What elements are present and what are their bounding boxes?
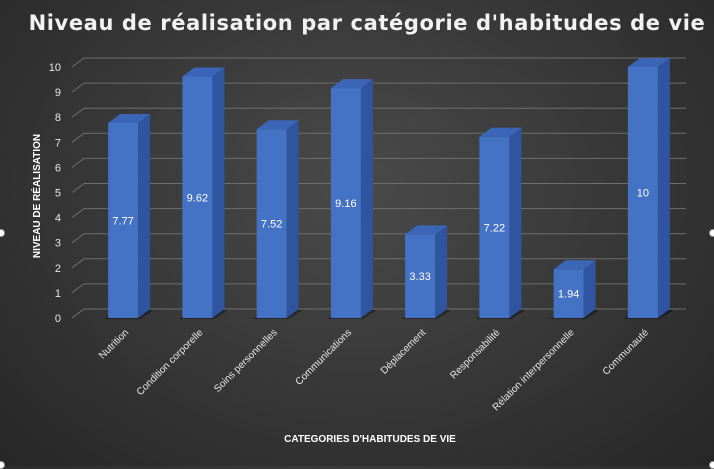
x-tick-label: Déplacement xyxy=(379,327,429,377)
x-axis-ticks: Nutrition Condition corporelle Soins perso… xyxy=(97,327,651,413)
gridline xyxy=(71,82,686,93)
gridlines xyxy=(71,57,686,319)
bar xyxy=(326,79,377,319)
bar-side xyxy=(138,113,151,319)
bar-front xyxy=(330,88,361,318)
bar-top xyxy=(479,127,522,137)
bar-front xyxy=(553,269,584,318)
y-tick-label: 3 xyxy=(55,238,61,250)
y-tick-label: 8 xyxy=(55,112,61,124)
bars xyxy=(104,58,674,319)
data-label: 3.33 xyxy=(409,271,430,283)
bar-front xyxy=(108,122,139,319)
data-label: 1.94 xyxy=(558,289,579,301)
bar-top xyxy=(627,58,670,67)
x-tick-label: Soins personnelles xyxy=(212,327,280,395)
bar-front xyxy=(405,234,436,318)
bar-side xyxy=(583,260,596,318)
y-tick-label: 9 xyxy=(55,87,61,99)
bar xyxy=(623,58,674,319)
bar xyxy=(549,260,600,319)
y-tick-label: 4 xyxy=(55,213,61,225)
x-tick-label: Communauté xyxy=(601,327,652,378)
bar xyxy=(252,120,303,319)
gridline xyxy=(71,233,686,244)
data-label: 10 xyxy=(637,188,649,200)
y-tick-label: 6 xyxy=(55,162,61,174)
data-label: 7.77 xyxy=(112,215,133,227)
data-label: 7.22 xyxy=(484,222,505,234)
x-tick-label: Condition corporelle xyxy=(135,327,206,398)
bar xyxy=(475,127,526,319)
bar-top xyxy=(182,67,225,77)
bar-side xyxy=(286,120,299,318)
bar-top xyxy=(553,260,596,270)
y-axis-title: NIVEAU DE RÉALISATION xyxy=(30,134,43,258)
resize-handle-left[interactable] xyxy=(0,229,5,237)
data-label: 9.62 xyxy=(187,192,208,204)
y-tick-label: 1 xyxy=(55,288,61,300)
data-labels: 7.77 9.62 7.52 9.16 3.33 7.22 1.94 10 xyxy=(112,188,649,301)
data-label: 9.16 xyxy=(335,198,356,210)
bar-front xyxy=(182,76,213,319)
gridline xyxy=(71,183,686,193)
bar-front xyxy=(627,67,658,318)
resize-handle-right[interactable] xyxy=(709,229,714,237)
data-label: 7.52 xyxy=(261,219,282,231)
gridline xyxy=(71,208,686,219)
bar-front xyxy=(256,129,287,318)
x-axis-title: CATEGORIES D'HABITUDES DE VIE xyxy=(284,434,456,445)
bar-side xyxy=(435,225,448,318)
gridline xyxy=(71,132,686,143)
resize-handle-bottom-right[interactable] xyxy=(709,461,714,469)
y-tick-label: 10 xyxy=(49,62,61,74)
bar-side xyxy=(212,67,225,319)
bar-top xyxy=(256,120,299,130)
chart-title: Niveau de réalisation par catégorie d'ha… xyxy=(29,11,706,35)
x-tick-label: Nutrition xyxy=(97,327,131,361)
bar-front xyxy=(479,136,510,318)
bar-side xyxy=(360,79,373,318)
gridline xyxy=(71,107,686,118)
gridline xyxy=(71,57,686,68)
bar-top xyxy=(405,225,448,235)
bar-top xyxy=(330,79,373,89)
bar-side xyxy=(509,127,522,318)
y-tick-label: 7 xyxy=(55,137,61,149)
y-tick-label: 0 xyxy=(55,313,61,325)
x-tick-label: Rélation interpersonnelle xyxy=(491,327,577,413)
y-axis-ticks: 0 1 2 3 4 5 6 7 8 9 10 xyxy=(49,62,61,325)
bar-side xyxy=(657,58,670,318)
bar xyxy=(178,67,229,319)
x-tick-label: Responsabilité xyxy=(448,327,502,381)
y-tick-label: 5 xyxy=(55,188,61,200)
bar xyxy=(401,225,452,319)
gridline xyxy=(71,157,686,168)
bar xyxy=(104,113,155,319)
y-tick-label: 2 xyxy=(55,263,61,275)
bar-top xyxy=(108,113,151,123)
resize-handle-bottom-left[interactable] xyxy=(0,461,5,469)
x-tick-label: Communications xyxy=(294,327,354,387)
